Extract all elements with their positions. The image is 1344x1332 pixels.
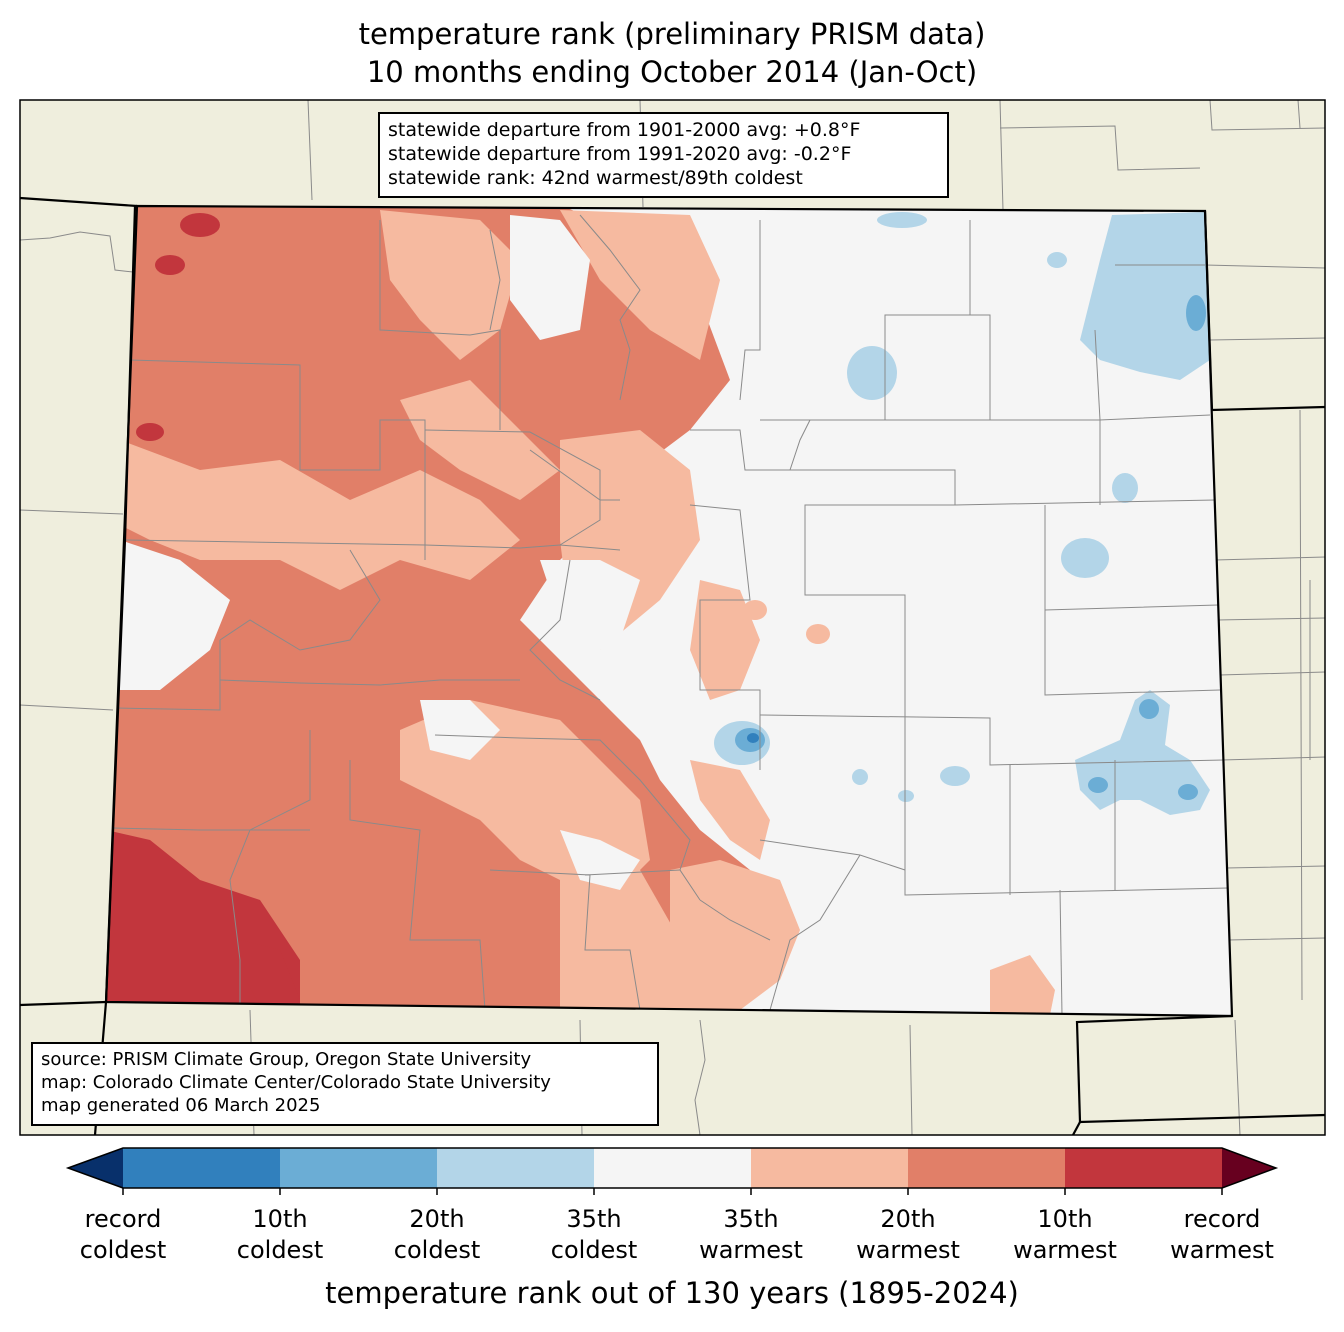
colorbar-tick-label-line1: record xyxy=(84,1205,162,1233)
colorbar-tick-label-line2: coldest xyxy=(236,1236,324,1264)
colorbar-tick-label: record warmest xyxy=(1142,1204,1302,1266)
colorbar-tick-label: 10th warmest xyxy=(985,1204,1145,1266)
colorbar-tick-label: 20th coldest xyxy=(357,1204,517,1266)
colorbar-extend-coldest xyxy=(68,1148,123,1188)
colorbar-tick-label: 35th coldest xyxy=(514,1204,674,1266)
stats-departure-1991: statewide departure from 1991-2020 avg: … xyxy=(388,143,852,165)
map-credit-line: map: Colorado Climate Center/Colorado St… xyxy=(41,1072,551,1093)
colorbar-tick-label-line2: warmest xyxy=(699,1236,803,1264)
colorbar-tick-label-line1: 10th xyxy=(252,1205,308,1233)
colorbar-segment xyxy=(594,1148,752,1188)
colorbar-tick-label-line1: record xyxy=(1183,1205,1261,1233)
colorbar-tick-label-line2: warmest xyxy=(1170,1236,1274,1264)
colorbar-tick-label-line2: warmest xyxy=(1013,1236,1117,1264)
map-title-line2: 10 months ending October 2014 (Jan-Oct) xyxy=(366,55,978,89)
colorbar xyxy=(65,1147,1279,1195)
generated-date-line: map generated 06 March 2025 xyxy=(41,1095,321,1116)
colorbar-segment xyxy=(437,1148,595,1188)
colorbar-tick-label-line2: coldest xyxy=(393,1236,481,1264)
source-credit-box: source: PRISM Climate Group, Oregon Stat… xyxy=(31,1042,659,1126)
colorbar-segment xyxy=(908,1148,1066,1188)
colorbar-tick-label-line1: 20th xyxy=(409,1205,465,1233)
colorbar-tick-label: 35th warmest xyxy=(671,1204,831,1266)
colorbar-extend-warmest xyxy=(1222,1148,1276,1188)
colorbar-tick-label-line2: coldest xyxy=(79,1236,167,1264)
state-boundaries xyxy=(19,196,1326,1136)
colorbar-tick-label-line1: 35th xyxy=(566,1205,622,1233)
colorbar-tick-label-line1: 10th xyxy=(1037,1205,1093,1233)
colorbar-tick-label: record coldest xyxy=(43,1204,203,1266)
map-title-line1: temperature rank (preliminary PRISM data… xyxy=(358,17,986,51)
map-frame xyxy=(19,99,1326,1136)
cold-10th-patches xyxy=(747,733,759,743)
colorbar-segment xyxy=(751,1148,909,1188)
colorado-rank-field xyxy=(106,206,1232,1016)
colorbar-segment xyxy=(280,1148,438,1188)
colorbar-tick-label-line1: 35th xyxy=(723,1205,779,1233)
colorbar-segment xyxy=(1065,1148,1223,1188)
colorbar-tick-label: 10th coldest xyxy=(200,1204,360,1266)
colorbar-title: temperature rank out of 130 years (1895-… xyxy=(325,1276,1019,1310)
colorado-county-lines xyxy=(111,214,1231,1016)
warm-35th-east xyxy=(608,600,1055,1015)
colorbar-segment xyxy=(123,1148,281,1188)
colorbar-tick-label-line2: coldest xyxy=(550,1236,638,1264)
colorbar-tick-label-line2: warmest xyxy=(856,1236,960,1264)
source-line: source: PRISM Climate Group, Oregon Stat… xyxy=(41,1049,532,1070)
colorbar-tick-label: 20th warmest xyxy=(828,1204,988,1266)
stats-rank: statewide rank: 42nd warmest/89th coldes… xyxy=(388,167,803,189)
colorbar-tick-label-line1: 20th xyxy=(880,1205,936,1233)
cold-20th-patches xyxy=(735,295,1206,800)
stats-departure-1901: statewide departure from 1901-2000 avg: … xyxy=(388,119,861,141)
neutral-gaps-west xyxy=(120,215,640,890)
statewide-stats-box: statewide departure from 1901-2000 avg: … xyxy=(378,112,949,198)
